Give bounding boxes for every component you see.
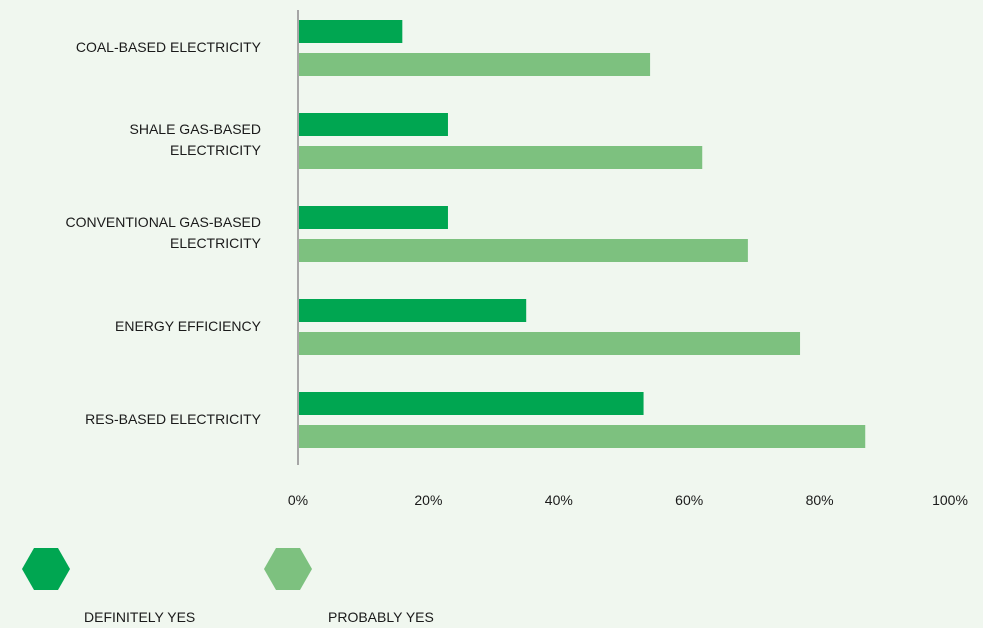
category-label: CONVENTIONAL GAS-BASED ELECTRICITY (65, 214, 261, 251)
x-tick-label: 0% (288, 492, 308, 508)
category-label: ENERGY EFFICIENCY (115, 317, 261, 334)
bar-probably-yes-4 (298, 425, 866, 448)
bar-definitely-yes-4 (298, 392, 644, 415)
bar-probably-yes-0 (298, 53, 651, 76)
bar-definitely-yes-3 (298, 299, 527, 322)
x-tick-label: 40% (545, 492, 573, 508)
bar-definitely-yes-2 (298, 206, 448, 229)
legend-hexagon-icon-probably-yes (264, 548, 312, 590)
bar-probably-yes-2 (298, 239, 748, 262)
bar-definitely-yes-0 (298, 20, 403, 43)
legend-hexagon-icon-definitely-yes (22, 548, 70, 590)
legend-item-probably-yes: PROBABLY YES (264, 548, 434, 628)
category-label: RES-BASED ELECTRICITY (85, 410, 261, 427)
legend-label-definitely-yes: DEFINITELY YES (84, 609, 196, 625)
x-tick-label: 60% (675, 492, 703, 508)
category-label: SHALE GAS-BASED ELECTRICITY (129, 121, 262, 158)
legend-item-definitely-yes: DEFINITELY YES (22, 548, 195, 628)
x-tick-label: 20% (414, 492, 442, 508)
x-tick-label: 100% (932, 492, 968, 508)
bar-probably-yes-3 (298, 332, 801, 355)
bar-probably-yes-1 (298, 146, 703, 169)
x-tick-label: 80% (806, 492, 834, 508)
category-label: COAL-BASED ELECTRICITY (75, 38, 261, 55)
legend-label-probably-yes: PROBABLY YES (328, 609, 434, 625)
bar-definitely-yes-1 (298, 113, 448, 136)
